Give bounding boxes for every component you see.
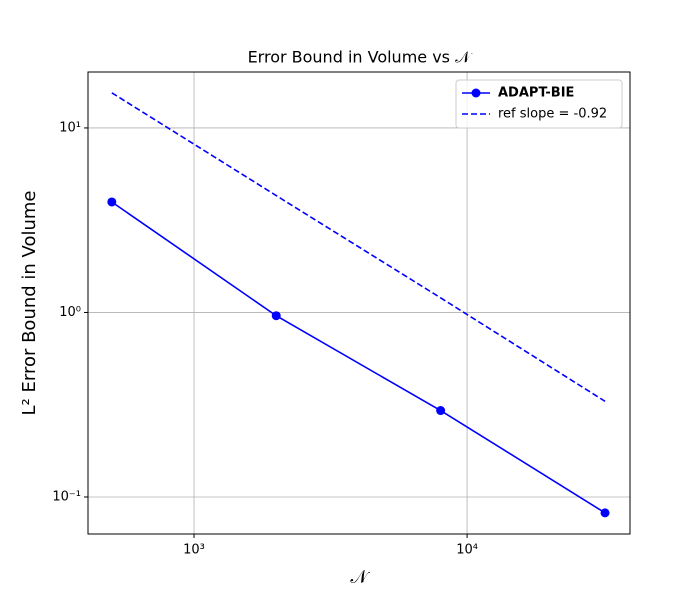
- x-tick-label: 10⁴: [456, 543, 478, 558]
- y-tick-label: 10⁻¹: [52, 489, 81, 504]
- legend-marker: [471, 88, 481, 98]
- data-point: [107, 197, 117, 207]
- series-line: [111, 201, 606, 514]
- y-tick-label: 10⁰: [59, 305, 81, 320]
- data-point: [271, 311, 281, 321]
- data-point: [600, 508, 610, 518]
- legend-label: ADAPT-BIE: [498, 86, 574, 101]
- chart-title: Error Bound in Volume vs 𝒩: [248, 48, 474, 67]
- x-axis-label: 𝒩: [350, 567, 370, 588]
- y-tick-label: 10¹: [59, 120, 81, 135]
- x-tick-label: 10³: [183, 543, 205, 558]
- legend-label: ref slope = -0.92: [498, 107, 607, 122]
- y-axis-label: L² Error Bound in Volume: [19, 191, 40, 416]
- legend-box: [455, 79, 623, 129]
- series-line: [111, 92, 606, 402]
- plot-frame: [87, 71, 631, 535]
- data-point: [436, 406, 446, 416]
